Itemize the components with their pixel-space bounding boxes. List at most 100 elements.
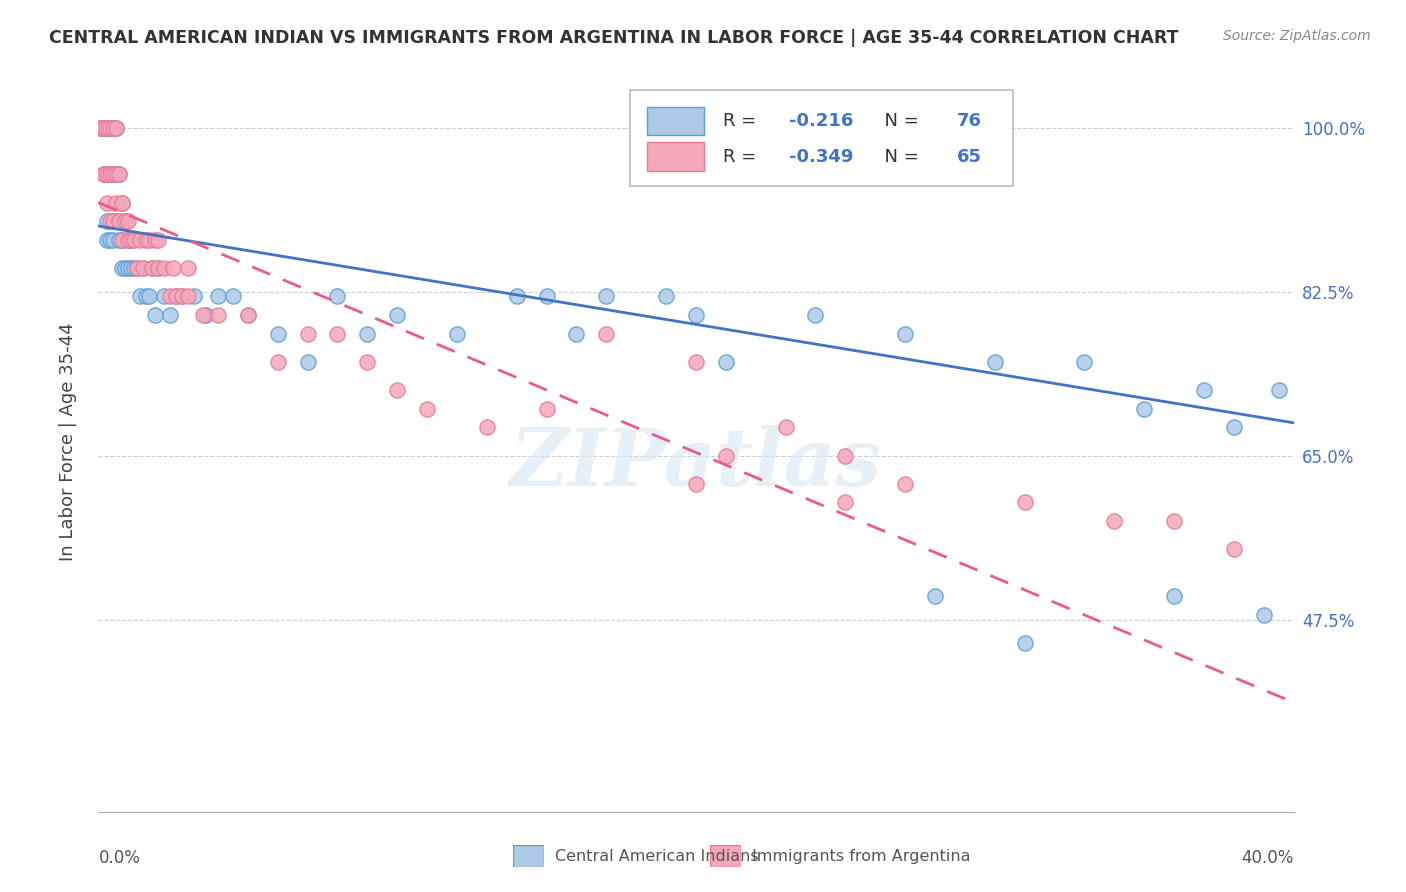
- Point: [685, 308, 707, 322]
- Point: [108, 168, 131, 182]
- FancyBboxPatch shape: [647, 107, 704, 135]
- Point: [446, 326, 468, 341]
- Point: [159, 289, 181, 303]
- Point: [153, 261, 176, 276]
- Point: [143, 233, 166, 247]
- Point: [195, 308, 218, 322]
- Point: [172, 289, 194, 303]
- Point: [93, 168, 115, 182]
- Point: [1014, 636, 1036, 650]
- Point: [103, 168, 125, 182]
- Text: N =: N =: [873, 147, 924, 166]
- Point: [834, 495, 856, 509]
- Point: [207, 289, 229, 303]
- Point: [124, 261, 146, 276]
- Point: [775, 420, 797, 434]
- Point: [105, 195, 128, 210]
- Point: [98, 120, 122, 135]
- Point: [1163, 514, 1185, 528]
- Point: [93, 120, 115, 135]
- Point: [90, 120, 112, 135]
- Text: 65: 65: [956, 147, 981, 166]
- Point: [96, 195, 118, 210]
- Point: [595, 326, 617, 341]
- Point: [172, 289, 194, 303]
- Text: ZIPatlas: ZIPatlas: [510, 425, 882, 502]
- Y-axis label: In Labor Force | Age 35-44: In Labor Force | Age 35-44: [59, 322, 77, 561]
- Point: [207, 308, 229, 322]
- Point: [148, 233, 170, 247]
- Point: [114, 261, 136, 276]
- Point: [129, 289, 152, 303]
- Point: [416, 401, 439, 416]
- Point: [685, 476, 707, 491]
- Point: [96, 168, 118, 182]
- Point: [98, 168, 122, 182]
- Point: [117, 233, 139, 247]
- Point: [236, 308, 259, 322]
- Point: [894, 326, 917, 341]
- Point: [98, 120, 122, 135]
- Point: [108, 214, 131, 228]
- Point: [103, 120, 125, 135]
- Point: [1133, 401, 1156, 416]
- Point: [105, 214, 128, 228]
- Point: [132, 261, 155, 276]
- Point: [984, 355, 1007, 369]
- Point: [96, 120, 118, 135]
- Text: R =: R =: [724, 112, 762, 130]
- Point: [138, 233, 160, 247]
- Point: [1104, 514, 1126, 528]
- Point: [326, 289, 349, 303]
- Point: [1223, 542, 1246, 557]
- Point: [138, 289, 160, 303]
- Point: [132, 261, 155, 276]
- Point: [143, 308, 166, 322]
- Point: [90, 120, 112, 135]
- Point: [90, 120, 112, 135]
- Point: [183, 289, 205, 303]
- Text: CENTRAL AMERICAN INDIAN VS IMMIGRANTS FROM ARGENTINA IN LABOR FORCE | AGE 35-44 : CENTRAL AMERICAN INDIAN VS IMMIGRANTS FR…: [49, 29, 1178, 46]
- Text: Immigrants from Argentina: Immigrants from Argentina: [752, 849, 970, 863]
- Point: [98, 214, 122, 228]
- Point: [117, 214, 139, 228]
- Point: [236, 308, 259, 322]
- Point: [105, 168, 128, 182]
- Point: [714, 355, 737, 369]
- Point: [714, 449, 737, 463]
- Point: [177, 261, 200, 276]
- Point: [1073, 355, 1095, 369]
- Point: [356, 355, 378, 369]
- Text: N =: N =: [873, 112, 924, 130]
- Point: [103, 233, 125, 247]
- Point: [894, 476, 917, 491]
- Point: [148, 261, 170, 276]
- FancyBboxPatch shape: [630, 90, 1012, 186]
- Point: [385, 383, 409, 397]
- Point: [162, 261, 184, 276]
- Point: [96, 214, 118, 228]
- Point: [297, 326, 319, 341]
- Point: [103, 168, 125, 182]
- Text: Source: ZipAtlas.com: Source: ZipAtlas.com: [1223, 29, 1371, 43]
- Point: [124, 233, 146, 247]
- Point: [105, 168, 128, 182]
- Point: [159, 308, 181, 322]
- Point: [120, 261, 142, 276]
- Point: [108, 168, 131, 182]
- Point: [96, 233, 118, 247]
- Point: [191, 308, 214, 322]
- Point: [356, 326, 378, 341]
- Point: [924, 589, 946, 603]
- Point: [222, 289, 245, 303]
- Point: [111, 233, 134, 247]
- Point: [153, 289, 176, 303]
- Point: [127, 261, 149, 276]
- Point: [93, 120, 115, 135]
- Point: [595, 289, 617, 303]
- Text: 76: 76: [956, 112, 981, 130]
- Point: [111, 233, 134, 247]
- Point: [93, 120, 115, 135]
- Point: [108, 233, 131, 247]
- Point: [93, 168, 115, 182]
